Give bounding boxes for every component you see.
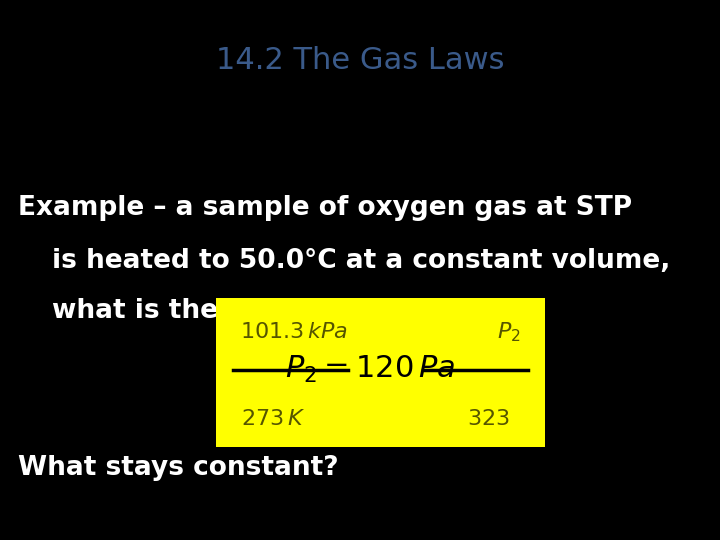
Text: $323$: $323$	[467, 409, 509, 429]
Text: 14.2 The Gas Laws: 14.2 The Gas Laws	[216, 46, 504, 75]
Text: $101.3\,kPa$: $101.3\,kPa$	[240, 322, 348, 342]
Text: $273\,K$: $273\,K$	[241, 409, 305, 429]
Text: is heated to 50.0°C at a constant volume,: is heated to 50.0°C at a constant volume…	[52, 248, 670, 274]
Text: $P_2$: $P_2$	[498, 320, 521, 343]
Text: Example – a sample of oxygen gas at STP: Example – a sample of oxygen gas at STP	[18, 195, 632, 221]
Text: What stays constant?: What stays constant?	[18, 455, 338, 481]
Text: $P_2 = 120\,Pa$: $P_2 = 120\,Pa$	[285, 354, 456, 385]
FancyBboxPatch shape	[216, 298, 545, 447]
Text: what is the new pressure?: what is the new pressure?	[52, 298, 444, 324]
